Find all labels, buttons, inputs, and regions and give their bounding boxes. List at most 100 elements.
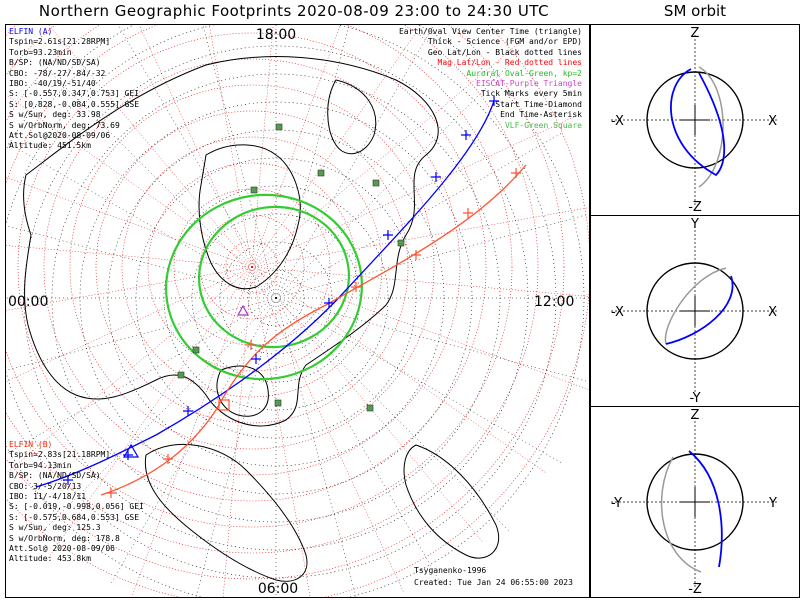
sm-axis-label-right: X bbox=[768, 114, 777, 129]
geo-lon-line bbox=[275, 12, 442, 299]
elfin-b-start-diamond bbox=[218, 399, 230, 411]
elfin-a-line: Att.Sol@2020-08-09/06 bbox=[9, 130, 111, 140]
elfin-a-line: S: [-0.557,0.347,0.753] GEI bbox=[9, 89, 140, 99]
sm-axis-label-top: Y bbox=[690, 217, 699, 232]
mag-lon-line bbox=[0, 266, 253, 479]
vlf-station-marker bbox=[317, 169, 325, 177]
time-label-right: 12:00 bbox=[534, 294, 574, 310]
track-tick bbox=[411, 250, 421, 260]
mag-lon-line bbox=[0, 266, 253, 312]
vlf-station-marker bbox=[275, 123, 283, 131]
mag-lon-line bbox=[251, 266, 548, 474]
geo-lon-line bbox=[0, 297, 277, 373]
geo-lon-line bbox=[275, 297, 510, 532]
track-tick bbox=[106, 488, 116, 498]
page-title: Northern Geographic Footprints 2020-08-0… bbox=[38, 2, 550, 20]
sm-panel-xy: Y -Y -X X bbox=[590, 215, 800, 407]
coastline bbox=[23, 56, 439, 427]
elfin-a-view-center-triangle bbox=[122, 443, 140, 458]
elfin-b-line: S w/Sun, deg: 125.3 bbox=[9, 523, 101, 533]
mag-lat-circle bbox=[0, 0, 539, 554]
sm-orbit-b bbox=[698, 66, 724, 188]
elfin-b-line: S: [-0.019,-0.998,0.056] GEI bbox=[9, 502, 144, 512]
geo-lon-line bbox=[275, 0, 357, 299]
mag-lon-line bbox=[251, 35, 528, 268]
legend-entry: Thick - Science (FGM and/or EPD) bbox=[427, 37, 582, 47]
legend-entry: Mag Lat/Lon - Red dotted lines bbox=[437, 58, 583, 68]
sm-orbit-a bbox=[688, 450, 723, 568]
elfin-b-line: CBO: 3/-5/20/13 bbox=[9, 481, 82, 491]
time-label-left: 00:00 bbox=[8, 294, 48, 310]
mag-lon-line bbox=[251, 266, 312, 601]
track-tick bbox=[163, 454, 173, 464]
legend-entry: Tick Marks every 5min bbox=[480, 89, 582, 99]
elfin-a-track bbox=[35, 100, 495, 488]
geo-lon-line bbox=[275, 297, 562, 464]
elfin-a-line: Torb=93.23min bbox=[9, 47, 72, 57]
track-tick bbox=[461, 130, 471, 140]
eiscat-marker bbox=[236, 304, 250, 316]
time-label-bottom: 06:00 bbox=[258, 581, 298, 597]
map-legend: Earth/Oval View Center Time (triangle) Th… bbox=[399, 27, 582, 131]
coastline bbox=[403, 444, 500, 559]
coastline bbox=[198, 144, 301, 290]
mag-lat-circle bbox=[17, 32, 487, 502]
geo-lon-line bbox=[110, 12, 277, 299]
elfin-b-line: IBO: 11/-4/18/11 bbox=[9, 491, 87, 501]
geo-lon-line bbox=[275, 297, 442, 584]
sm-panel-xz: Z -Z -X X bbox=[590, 24, 800, 216]
elfin-a-line: CBO: -78/-27/-84/-32 bbox=[9, 68, 106, 78]
geo-lon-line bbox=[110, 297, 277, 584]
auroral-oval-outer bbox=[165, 193, 363, 381]
legend-entry: Earth/Oval View Center Time (triangle) bbox=[398, 27, 582, 36]
legend-entry: End Time-Asterisk bbox=[500, 110, 582, 120]
elfin-b-track bbox=[100, 164, 527, 496]
elfin-b-line: Torb=94.13min bbox=[9, 460, 72, 470]
elfin-a-line: IBO: -40/19/-51/40 bbox=[9, 78, 96, 88]
mag-lat-circle bbox=[147, 162, 357, 372]
sm-axis-label-right: Y bbox=[768, 496, 777, 511]
geo-lon-line bbox=[275, 297, 358, 601]
mag-lon-line bbox=[251, 204, 607, 268]
sm-panel-yz: Z -Z -Y Y bbox=[590, 406, 800, 598]
mag-lat-circle bbox=[121, 136, 383, 398]
sm-axis-label-right: X bbox=[768, 305, 777, 320]
mag-lon-line bbox=[27, 0, 253, 268]
geo-lon-line bbox=[0, 223, 277, 299]
mag-lon-line bbox=[0, 266, 253, 385]
vlf-station-marker bbox=[177, 371, 185, 379]
mag-lat-circle bbox=[43, 58, 461, 476]
elfin-b-line: Att.Sol@ 2020-08-09/06 bbox=[9, 543, 115, 553]
mag-lon-line bbox=[251, 0, 276, 268]
elfin-a-line: S w/OrbNorm, deg: 73.69 bbox=[9, 120, 120, 130]
coastline bbox=[144, 443, 308, 582]
vlf-station-marker bbox=[372, 179, 380, 187]
mag-lon-line bbox=[45, 266, 253, 563]
geo-lon-line bbox=[0, 297, 277, 458]
geo-lon-line bbox=[194, 297, 277, 601]
sm-axis-label-bottom: -Y bbox=[689, 391, 700, 406]
legend-entry: Geo Lat/Lon - Black dotted lines bbox=[427, 47, 582, 57]
track-tick bbox=[383, 230, 393, 240]
sm-axis-label-bottom: -Z bbox=[688, 582, 702, 597]
legend-entry: Auroral Oval-Green, kp=2 bbox=[466, 68, 582, 78]
elfin-a-line: S: [0.828,-0.084,0.555] GSE bbox=[9, 99, 140, 109]
sm-orbit-a bbox=[665, 275, 734, 345]
mag-grid-lines bbox=[0, 0, 611, 601]
vlf-stations bbox=[177, 123, 405, 412]
elfin-b-line: ELFIN (B) bbox=[9, 440, 53, 449]
mag-lat-circle bbox=[0, 0, 565, 580]
geo-lon-line bbox=[195, 0, 277, 299]
sm-axis-label-bottom: -Z bbox=[688, 200, 702, 215]
mag-lon-line bbox=[222, 266, 253, 601]
created-label: Created: Tue Jan 24 06:55:00 2023 bbox=[414, 578, 573, 587]
track-tick bbox=[251, 354, 261, 364]
elfin-b-line: Tspin=2.83s[21.18RPM] bbox=[9, 450, 111, 460]
sm-orbit-b bbox=[660, 456, 702, 573]
time-label-top: 18:00 bbox=[256, 27, 296, 43]
mag-lon-line bbox=[251, 266, 405, 594]
vlf-station-marker bbox=[192, 346, 200, 354]
vlf-station-marker bbox=[366, 404, 374, 412]
legend-entry: Start Time-Diamond bbox=[495, 99, 582, 109]
track-tick bbox=[63, 475, 73, 485]
